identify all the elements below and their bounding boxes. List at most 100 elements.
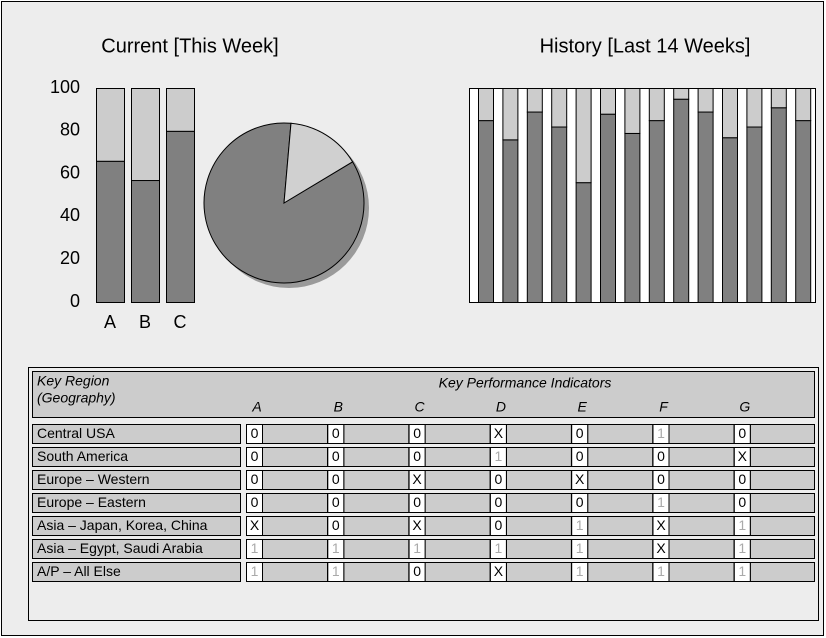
kpi-cell — [424, 516, 491, 536]
kpi-box — [327, 424, 345, 444]
bar-segment — [575, 88, 592, 184]
kpi-box — [489, 447, 507, 467]
kpi-value: X — [575, 471, 585, 487]
kpi-value: 1 — [657, 425, 665, 441]
bar-segment — [600, 88, 616, 115]
bar-segment — [746, 126, 763, 303]
region-cell — [32, 539, 241, 559]
kpi-box — [652, 493, 670, 513]
kpi-value: 1 — [251, 540, 259, 556]
kpi-cell — [587, 493, 654, 513]
kpi-value: 1 — [576, 540, 584, 556]
kpi-cell — [505, 516, 572, 536]
kpi-box — [408, 447, 426, 467]
bar-segment — [551, 126, 568, 303]
bar-segment — [526, 111, 543, 304]
kpi-value: 0 — [251, 448, 259, 464]
y-tick-label: 0 — [70, 291, 80, 311]
chart-title: History [Last 14 Weeks] — [540, 35, 751, 57]
bar-segment — [131, 88, 160, 182]
bar-segment — [96, 160, 125, 303]
bar-segment — [575, 182, 592, 303]
y-tick-label: 100 — [50, 77, 80, 97]
bar-segment — [478, 88, 494, 122]
kpi-cell — [749, 516, 815, 536]
kpi-value: 0 — [495, 517, 503, 533]
kpi-box — [571, 447, 589, 467]
kpi-cell — [343, 493, 410, 513]
kpi-value: 0 — [413, 448, 421, 464]
kpi-value: 0 — [657, 471, 665, 487]
kpi-cell — [424, 424, 491, 444]
x-tick-label: B — [139, 312, 151, 332]
kpi-cell — [343, 424, 410, 444]
kpi-cell — [505, 424, 572, 444]
kpi-cell — [262, 424, 328, 444]
region-cell — [32, 516, 241, 536]
kpi-cell — [424, 539, 491, 559]
bar-segment — [648, 88, 665, 122]
kpi-box — [246, 539, 263, 559]
bar-segment — [624, 88, 641, 134]
bar-segment — [673, 88, 690, 100]
column-header: E — [578, 399, 588, 415]
kpi-box — [246, 493, 263, 513]
bar-segment — [526, 88, 543, 113]
region-header: Key Region — [37, 373, 110, 389]
kpi-box — [408, 539, 426, 559]
kpi-value: 0 — [413, 494, 421, 510]
kpi-box — [652, 470, 670, 490]
kpi-box — [652, 562, 670, 582]
kpi-cell — [668, 493, 735, 513]
kpi-box — [408, 516, 426, 536]
kpi-box — [733, 424, 751, 444]
kpi-value: 1 — [738, 563, 746, 579]
kpi-cell — [262, 562, 328, 582]
bar-segment — [697, 111, 714, 304]
y-tick-label: 40 — [60, 205, 80, 225]
kpi-value: 1 — [413, 540, 421, 556]
kpi-box — [489, 516, 507, 536]
kpi-cell — [749, 493, 815, 513]
region-label: South America — [37, 448, 128, 464]
kpi-cell — [587, 516, 654, 536]
y-tick-label: 80 — [60, 120, 80, 140]
kpi-cell — [668, 562, 735, 582]
kpi-cell — [424, 562, 491, 582]
bar-segment — [673, 98, 690, 303]
bar-segment — [722, 88, 738, 139]
kpi-box — [489, 539, 507, 559]
bar-segment — [166, 130, 195, 303]
kpi-value: X — [250, 517, 260, 533]
kpi-cell — [668, 470, 735, 490]
kpi-value: 0 — [413, 563, 421, 579]
kpi-value: 0 — [738, 471, 746, 487]
region-header: (Geography) — [37, 390, 116, 406]
region-label: Europe – Western — [37, 471, 150, 487]
bar-segment — [478, 120, 494, 303]
kpi-box — [246, 516, 263, 536]
kpi-value: X — [738, 448, 748, 464]
region-label: Asia – Egypt, Saudi Arabia — [37, 540, 203, 556]
kpi-value: 0 — [576, 448, 584, 464]
kpi-box — [571, 562, 589, 582]
kpi-value: 0 — [576, 425, 584, 441]
bar-segment — [770, 88, 787, 109]
kpi-cell — [668, 447, 735, 467]
kpi-box — [327, 447, 345, 467]
kpi-box — [408, 424, 426, 444]
kpi-box — [571, 424, 589, 444]
kpi-box — [246, 424, 263, 444]
kpi-cell — [424, 447, 491, 467]
kpi-box — [327, 562, 345, 582]
kpi-cell — [262, 447, 328, 467]
region-cell — [32, 562, 241, 582]
kpi-cell — [343, 562, 410, 582]
kpi-cell — [262, 493, 328, 513]
region-cell — [32, 424, 241, 444]
kpi-box — [733, 562, 751, 582]
bar-segment — [648, 120, 665, 303]
kpi-cell — [668, 539, 735, 559]
kpi-cell — [343, 516, 410, 536]
x-tick-label: A — [104, 312, 116, 332]
